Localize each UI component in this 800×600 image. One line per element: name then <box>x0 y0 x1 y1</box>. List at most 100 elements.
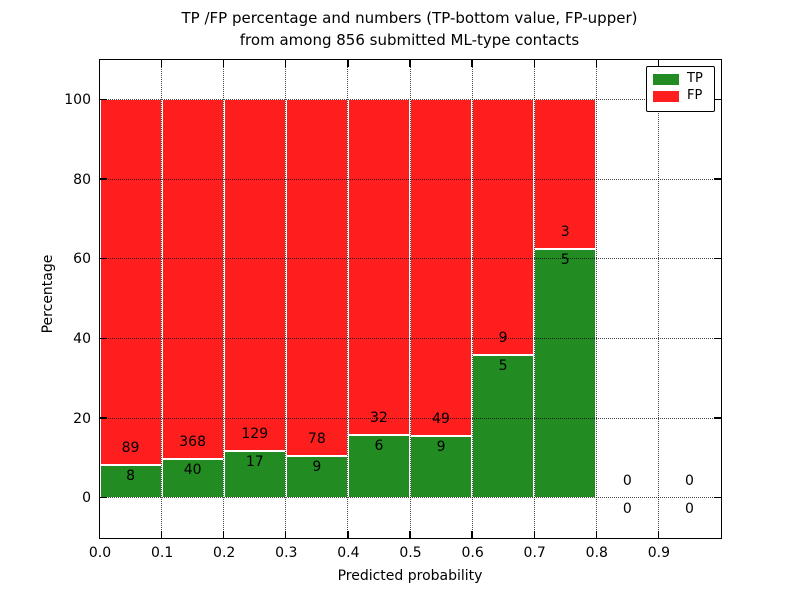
tp-bar-segment <box>285 456 348 498</box>
x-tick-label: 0.9 <box>647 545 671 561</box>
gridline-vertical <box>409 59 411 538</box>
y-tick-label: 0 <box>82 490 91 507</box>
x-tick-mark <box>160 530 163 538</box>
tp-count-label: 5 <box>560 251 570 268</box>
chart-title-line1: TP /FP percentage and numbers (TP-bottom… <box>181 9 638 27</box>
gridline-vertical <box>657 59 659 538</box>
tp-count-label: 0 <box>684 500 694 517</box>
plot-area: 89 8 368 40 129 17 78 9 32 6 49 9 9 5 3 5 0 0 0 0 <box>98 58 722 539</box>
legend-swatch-fp <box>653 90 679 102</box>
x-tick-mark <box>160 59 163 67</box>
legend-label-tp: TP <box>687 71 703 86</box>
legend-swatch-tp <box>653 73 679 85</box>
gridline-vertical <box>347 59 349 538</box>
x-tick-label: 0.6 <box>461 545 484 561</box>
legend-label-fp: FP <box>687 88 703 103</box>
x-tick-mark <box>223 530 225 538</box>
fp-bar-segment <box>223 99 286 452</box>
fp-count-label: 0 <box>684 472 694 489</box>
chart-title-line2: from among 856 submitted ML-type contact… <box>239 31 580 49</box>
gridline-vertical <box>161 59 163 538</box>
y-tick-label: 20 <box>73 410 91 427</box>
tp-bar-segment <box>534 248 597 498</box>
x-tick-mark <box>595 530 597 538</box>
x-tick-mark <box>657 530 660 538</box>
fp-count-label: 368 <box>179 433 207 450</box>
x-tick-mark <box>223 59 225 67</box>
fp-bar-segment <box>99 99 162 465</box>
tp-count-label: 40 <box>183 461 202 478</box>
y-tick-label: 80 <box>73 171 91 188</box>
fp-bar-segment <box>472 99 535 356</box>
y-tick-mark <box>713 496 721 499</box>
y-tick-mark <box>99 337 107 340</box>
legend: TP FP <box>646 66 715 112</box>
y-tick-mark <box>99 417 107 419</box>
tp-count-label: 17 <box>245 454 264 471</box>
x-tick-mark <box>98 530 101 538</box>
x-tick-mark <box>471 530 473 538</box>
y-tick-mark <box>99 257 107 260</box>
y-tick-mark <box>713 417 721 419</box>
legend-item-fp: FP <box>653 88 714 104</box>
fp-bar-segment <box>347 99 410 435</box>
fp-bar-segment <box>534 99 597 249</box>
tp-bar-segment <box>472 355 535 498</box>
fp-count-label: 89 <box>121 439 140 456</box>
gridline-vertical <box>471 59 473 538</box>
fp-count-label: 49 <box>432 410 450 427</box>
y-tick-mark <box>99 178 107 180</box>
tp-bar-segment <box>161 458 224 498</box>
x-tick-label: 0.2 <box>213 545 236 561</box>
x-tick-mark <box>285 59 287 67</box>
tp-count-label: 9 <box>436 438 446 455</box>
x-tick-mark <box>595 59 597 67</box>
fp-bar-segment <box>161 99 224 459</box>
fp-count-label: 0 <box>622 472 632 489</box>
tp-count-label: 9 <box>312 459 322 476</box>
y-tick-label: 100 <box>64 91 91 108</box>
x-tick-label: 0.3 <box>275 545 298 561</box>
x-axis-label: Predicted probability <box>337 568 483 584</box>
x-tick-mark <box>471 59 473 67</box>
x-tick-mark <box>533 59 535 67</box>
y-tick-mark <box>713 257 721 260</box>
x-tick-label: 0.1 <box>150 545 174 561</box>
x-tick-mark <box>409 59 411 67</box>
y-tick-label: 60 <box>73 251 91 268</box>
tp-count-label: 0 <box>622 500 632 517</box>
x-tick-mark <box>98 59 101 67</box>
tp-bar-segment <box>99 464 162 498</box>
fp-count-label: 78 <box>307 431 326 448</box>
fp-count-label: 32 <box>370 409 388 426</box>
gridline-vertical <box>595 59 597 538</box>
y-tick-label: 40 <box>73 330 91 347</box>
y-tick-mark <box>713 337 721 340</box>
tp-count-label: 8 <box>126 467 136 484</box>
x-tick-mark <box>409 530 411 538</box>
x-tick-label: 0.4 <box>337 545 360 561</box>
x-tick-mark <box>657 59 660 67</box>
tp-bar-segment <box>223 451 286 498</box>
x-tick-mark <box>347 530 349 538</box>
tp-bar-segment <box>347 434 410 498</box>
x-tick-label: 0.0 <box>88 545 112 561</box>
gridline-vertical <box>223 59 225 538</box>
fp-bar-segment <box>285 99 348 457</box>
y-tick-mark <box>713 98 721 101</box>
x-tick-mark <box>347 59 349 67</box>
fp-count-label: 129 <box>241 426 269 443</box>
x-tick-mark <box>533 530 535 538</box>
x-tick-label: 0.8 <box>585 545 608 561</box>
gridline-vertical <box>533 59 535 538</box>
x-tick-label: 0.5 <box>399 545 422 561</box>
chart-title: TP /FP percentage and numbers (TP-bottom… <box>99 7 720 51</box>
x-tick-label: 0.7 <box>523 545 546 561</box>
x-tick-mark <box>285 530 287 538</box>
y-tick-mark <box>99 98 107 101</box>
fp-count-label: 9 <box>498 330 508 347</box>
legend-item-tp: TP <box>653 71 714 87</box>
gridline-vertical <box>285 59 287 538</box>
tp-bar-segment <box>410 435 473 498</box>
